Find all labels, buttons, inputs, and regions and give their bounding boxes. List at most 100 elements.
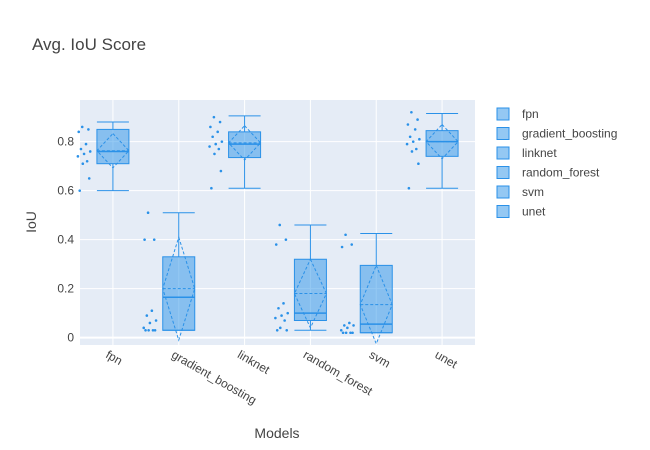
sd-diamond [293, 258, 327, 330]
data-point [283, 319, 286, 322]
data-point [408, 135, 412, 139]
iqr-box [162, 256, 196, 331]
data-point [78, 189, 82, 192]
data-point [406, 123, 410, 126]
y-tick-label: 0.8 [57, 135, 74, 149]
data-point [405, 142, 409, 146]
legend-label: random_forest [522, 166, 600, 180]
y-tick-label: 0.6 [57, 184, 74, 198]
data-point [211, 135, 214, 139]
data-point [151, 329, 155, 332]
box-svm [339, 233, 393, 346]
boxes [76, 110, 459, 346]
data-point [349, 331, 352, 335]
data-point [143, 238, 146, 241]
data-point [219, 169, 223, 173]
data-point [144, 329, 147, 332]
data-point [344, 331, 348, 335]
x-axis-title: Models [254, 425, 299, 441]
legend-label: linknet [522, 146, 557, 160]
data-point [150, 309, 154, 313]
data-point [80, 125, 84, 129]
iqr-box [359, 264, 393, 334]
data-point [417, 162, 420, 165]
legend-swatch [496, 146, 510, 160]
x-tick-label: random_forest [301, 347, 376, 398]
data-point [212, 115, 216, 119]
data-point [87, 177, 91, 180]
data-point [339, 329, 343, 332]
box-linknet [208, 115, 262, 190]
data-point [344, 233, 347, 237]
data-point [341, 331, 345, 335]
data-point [277, 306, 280, 310]
data-point [88, 150, 92, 153]
data-point [275, 329, 279, 332]
legend-label: svm [522, 185, 544, 199]
data-point [82, 152, 86, 156]
data-point [81, 162, 85, 165]
data-point [76, 155, 80, 158]
data-point [152, 238, 156, 241]
data-point [351, 331, 354, 335]
data-point [216, 130, 219, 134]
data-point [352, 324, 355, 327]
box-fpn [76, 121, 130, 192]
legend-swatch [496, 127, 510, 140]
iqr-box [96, 128, 130, 165]
data-point [145, 314, 149, 317]
x-tick-label: linknet [235, 347, 273, 377]
legend-label: unet [522, 205, 546, 219]
data-point [410, 110, 413, 114]
box-unet [405, 110, 459, 190]
data-point [348, 321, 351, 325]
data-point [274, 316, 277, 320]
data-point [79, 147, 83, 151]
y-axis-title: IoU [23, 211, 39, 233]
sd-diamond [162, 235, 196, 342]
data-point [407, 186, 411, 190]
sd-diamond [359, 264, 393, 346]
data-point [213, 152, 216, 156]
data-point [418, 137, 421, 141]
iqr-box [425, 130, 459, 157]
data-point [218, 120, 222, 124]
legend-label: fpn [522, 107, 539, 121]
data-point [208, 145, 211, 148]
data-point [142, 326, 146, 330]
data-point [274, 243, 278, 246]
sd-diamond [96, 132, 130, 169]
data-point [350, 243, 354, 246]
data-point [214, 142, 218, 146]
data-point [210, 186, 213, 190]
data-point [220, 140, 224, 143]
data-point [77, 130, 81, 134]
data-point [346, 326, 349, 330]
data-point [147, 329, 150, 332]
data-point [285, 329, 289, 332]
data-point [148, 321, 152, 325]
legend-label: gradient_boosting [522, 127, 617, 141]
sd-diamond [425, 123, 459, 160]
data-point [286, 311, 290, 315]
chart-title: Avg. IoU Score [32, 35, 146, 54]
legend-swatch [496, 205, 510, 218]
data-point [416, 118, 419, 121]
data-point [87, 128, 90, 131]
x-tick-label: fpn [103, 347, 124, 367]
data-point [146, 211, 150, 214]
data-point [280, 314, 283, 317]
data-point [85, 159, 89, 163]
data-point [343, 324, 346, 327]
data-point [154, 319, 158, 322]
data-point [84, 142, 88, 146]
iqr-box [293, 258, 327, 321]
data-point [282, 302, 285, 305]
box-random_forest [274, 223, 327, 332]
y-axis-ticks: 0 0.2 0.4 0.6 0.8 [57, 135, 74, 345]
data-point [278, 223, 282, 227]
sd-diamond [227, 124, 262, 161]
data-point [413, 128, 417, 131]
